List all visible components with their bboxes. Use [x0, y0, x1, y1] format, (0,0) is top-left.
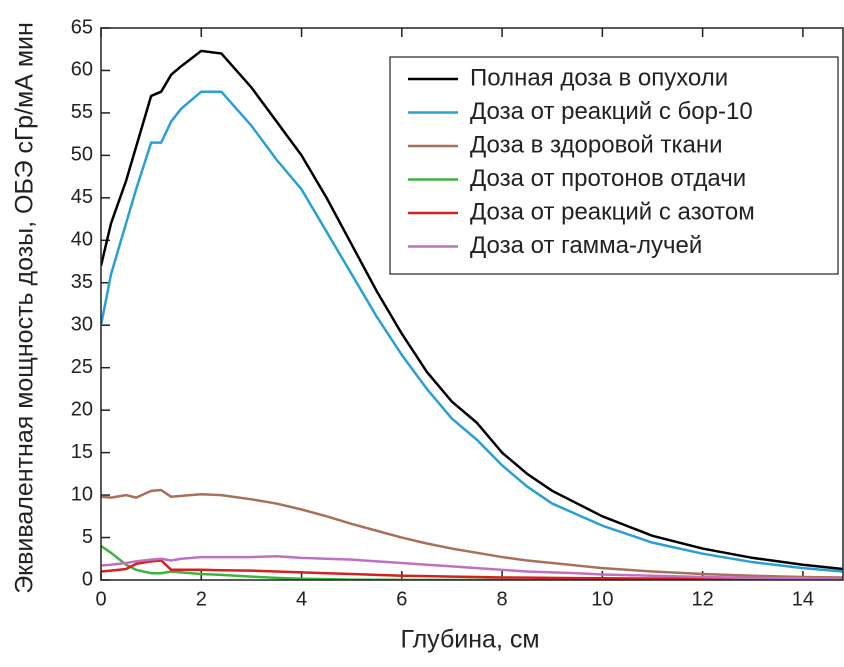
y-tick-label: 65	[71, 16, 93, 38]
series-line	[101, 559, 843, 580]
series-line	[101, 554, 843, 580]
series-line	[101, 49, 843, 571]
x-tick-label: 10	[591, 588, 613, 610]
legend-box	[389, 56, 839, 275]
x-tick-label: 2	[196, 588, 207, 610]
y-tick-label: 10	[71, 483, 93, 505]
x-tick-label: 4	[296, 588, 307, 610]
y-tick-label: 20	[71, 398, 93, 420]
y-tick-label: 45	[71, 186, 93, 208]
y-tick-label: 55	[71, 101, 93, 123]
y-tick-label: 35	[71, 271, 93, 293]
x-tick-label: 8	[497, 588, 508, 610]
y-tick-label: 50	[71, 144, 93, 166]
plot-frame	[100, 27, 844, 581]
y-tick-label: 60	[71, 59, 93, 81]
legend-label: Доза от реакций с азотом	[470, 198, 755, 225]
y-tick-label: 30	[71, 314, 93, 336]
legend-label: Доза от реакций с бор-10	[470, 98, 753, 125]
y-axis-label: Эквивалентная мощность дозы, ОБЭ сГр/мА …	[11, 22, 39, 594]
y-tick-label: 5	[82, 526, 93, 548]
legend-label: Доза от протонов отдачи	[470, 165, 746, 192]
x-tick-label: 14	[792, 588, 814, 610]
legend-label: Полная доза в опухоли	[470, 64, 728, 91]
x-tick-label: 6	[396, 588, 407, 610]
y-tick-label: 15	[71, 441, 93, 463]
x-tick-label: 0	[95, 588, 106, 610]
legend-label: Доза от гамма-лучей	[470, 232, 702, 259]
series-line	[101, 90, 843, 573]
series-line	[101, 488, 843, 579]
legend-label: Доза в здоровой ткани	[470, 131, 723, 158]
y-tick-label: 40	[71, 229, 93, 251]
x-axis-label: Глубина, см	[400, 626, 539, 654]
y-tick-label: 25	[71, 356, 93, 378]
y-tick-label: 0	[82, 568, 93, 590]
x-tick-label: 12	[691, 588, 713, 610]
